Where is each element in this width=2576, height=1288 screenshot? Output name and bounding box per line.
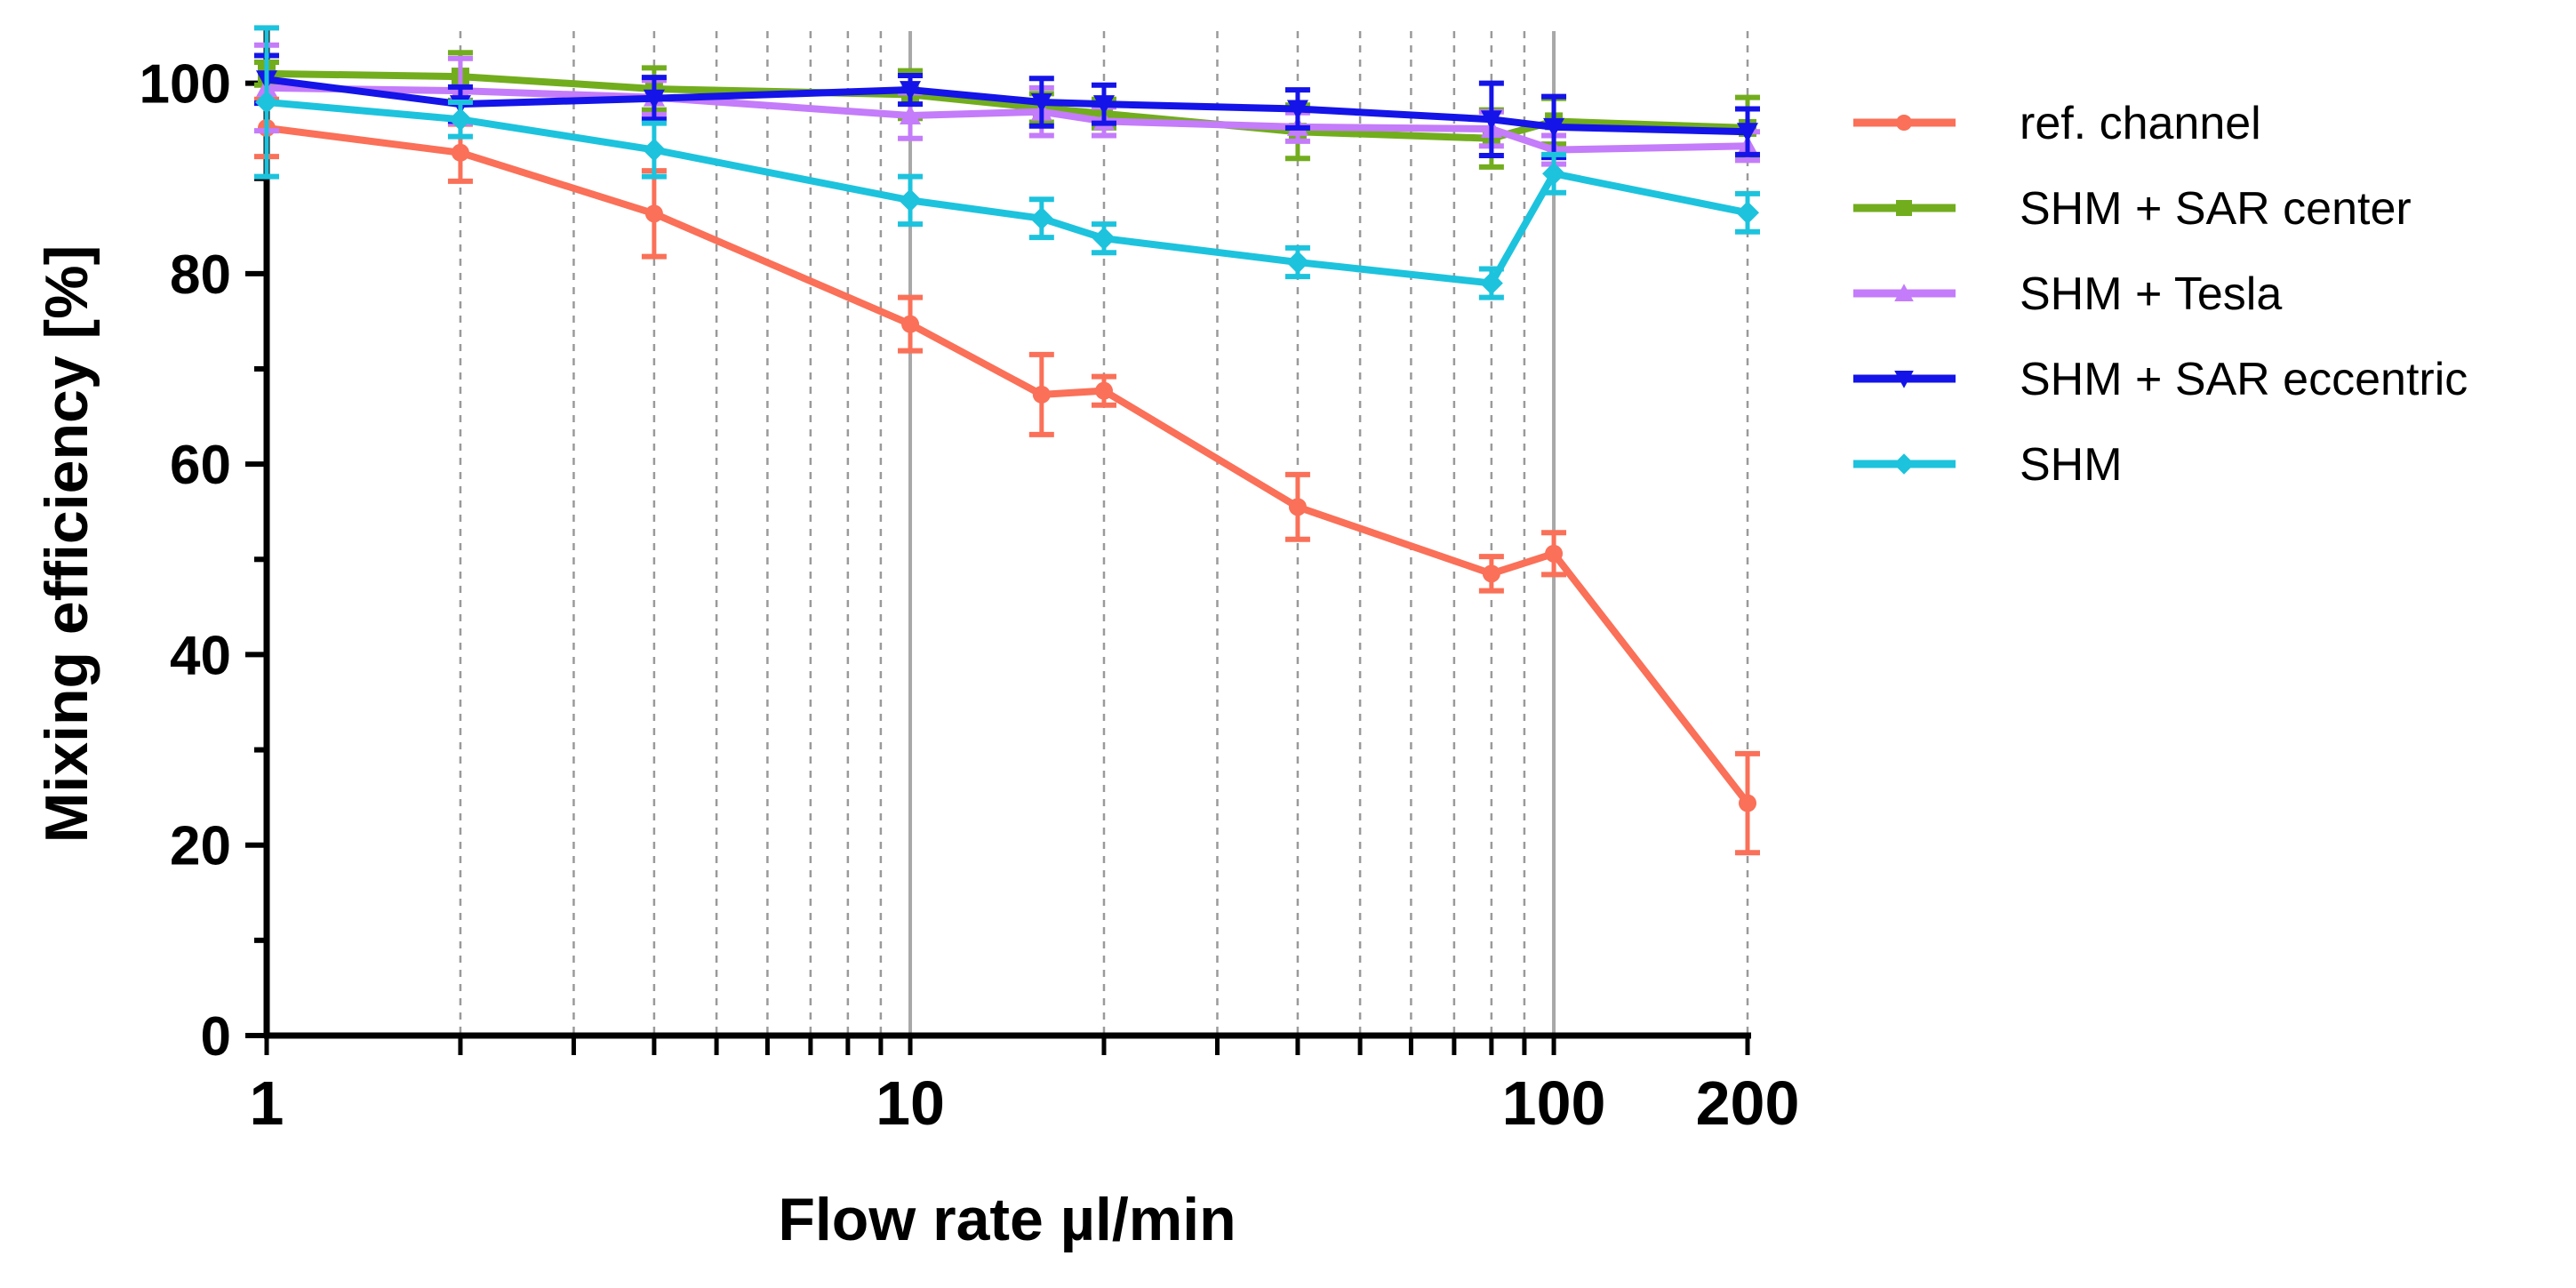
series-shm xyxy=(254,25,1760,300)
data-point xyxy=(1482,564,1500,583)
data-point xyxy=(1030,93,1052,113)
y-tick-label-40: 40 xyxy=(170,625,231,686)
legend-item-shm-tesla: SHM + Tesla xyxy=(1853,268,2282,320)
y-tick-label-0: 0 xyxy=(201,1006,231,1068)
legend-label: SHM + Tesla xyxy=(2020,268,2282,320)
data-point xyxy=(644,204,663,223)
y-tick-label-80: 80 xyxy=(170,244,231,306)
data-point xyxy=(448,108,472,132)
data-point xyxy=(1286,100,1308,120)
legend-swatch-marker xyxy=(1896,200,1912,216)
legend-label: SHM xyxy=(2020,439,2123,491)
data-point xyxy=(1737,123,1758,143)
data-point xyxy=(643,89,665,109)
series-line xyxy=(263,124,1751,807)
data-point xyxy=(900,81,922,101)
data-point xyxy=(1094,381,1113,400)
data-point xyxy=(899,188,923,212)
legend-swatch-marker xyxy=(1894,371,1914,388)
data-point xyxy=(1029,206,1053,230)
data-point xyxy=(1288,498,1307,516)
y-tick-label-100: 100 xyxy=(140,54,231,116)
data-point xyxy=(900,105,922,124)
legend-swatch-marker xyxy=(1896,115,1912,131)
data-point xyxy=(1542,162,1566,186)
data-point xyxy=(1092,227,1116,251)
axes-layer xyxy=(263,27,1751,1039)
data-point xyxy=(1032,385,1051,404)
legend-label: SHM + SAR eccentric xyxy=(2020,354,2468,405)
legend-label: SHM + SAR center xyxy=(2020,183,2412,235)
legend-item-ref-channel: ref. channel xyxy=(1853,98,2261,149)
x-axis-title: Flow rate µl/min xyxy=(778,1186,1236,1253)
legend: ref. channel SHM + SAR center SHM + Tesla S… xyxy=(1853,98,2468,491)
series-line xyxy=(263,99,1751,287)
series-line xyxy=(263,76,1751,136)
data-point xyxy=(451,143,469,162)
data-point xyxy=(255,91,278,114)
series-layer xyxy=(254,25,1760,856)
ticks-layer: 0 20 40 60 80 100 1 10 100 200 xyxy=(140,54,1800,1138)
y-axis-title: Mixing efficiency [%] xyxy=(33,245,100,844)
series-ref-channel xyxy=(254,96,1760,856)
data-point xyxy=(1285,251,1309,274)
data-point xyxy=(901,315,920,333)
data-point xyxy=(1739,794,1756,812)
legend-label: ref. channel xyxy=(2020,98,2261,149)
y-tick-label-60: 60 xyxy=(170,435,231,496)
legend-swatch-marker xyxy=(1894,284,1914,301)
data-point xyxy=(1479,271,1503,295)
data-point xyxy=(1480,110,1502,131)
grid-layer xyxy=(459,31,1749,1036)
series-line xyxy=(263,69,1751,142)
legend-item-shm-sar-eccentric: SHM + SAR eccentric xyxy=(1853,354,2468,405)
x-tick-label-10: 10 xyxy=(876,1068,945,1138)
x-tick-label-100: 100 xyxy=(1502,1068,1606,1138)
legend-item-shm: SHM xyxy=(1853,439,2123,491)
y-tick-label-20: 20 xyxy=(170,816,231,877)
data-point xyxy=(1543,117,1565,138)
data-point xyxy=(1545,544,1564,563)
data-point xyxy=(1092,95,1115,116)
data-point xyxy=(1736,201,1759,225)
x-tick-label-1: 1 xyxy=(250,1068,284,1138)
x-tick-label-200: 200 xyxy=(1696,1068,1800,1138)
legend-item-shm-sar-center: SHM + SAR center xyxy=(1853,183,2412,235)
data-point xyxy=(642,138,666,162)
legend-swatch-marker xyxy=(1893,453,1915,475)
series-line xyxy=(263,84,1751,154)
